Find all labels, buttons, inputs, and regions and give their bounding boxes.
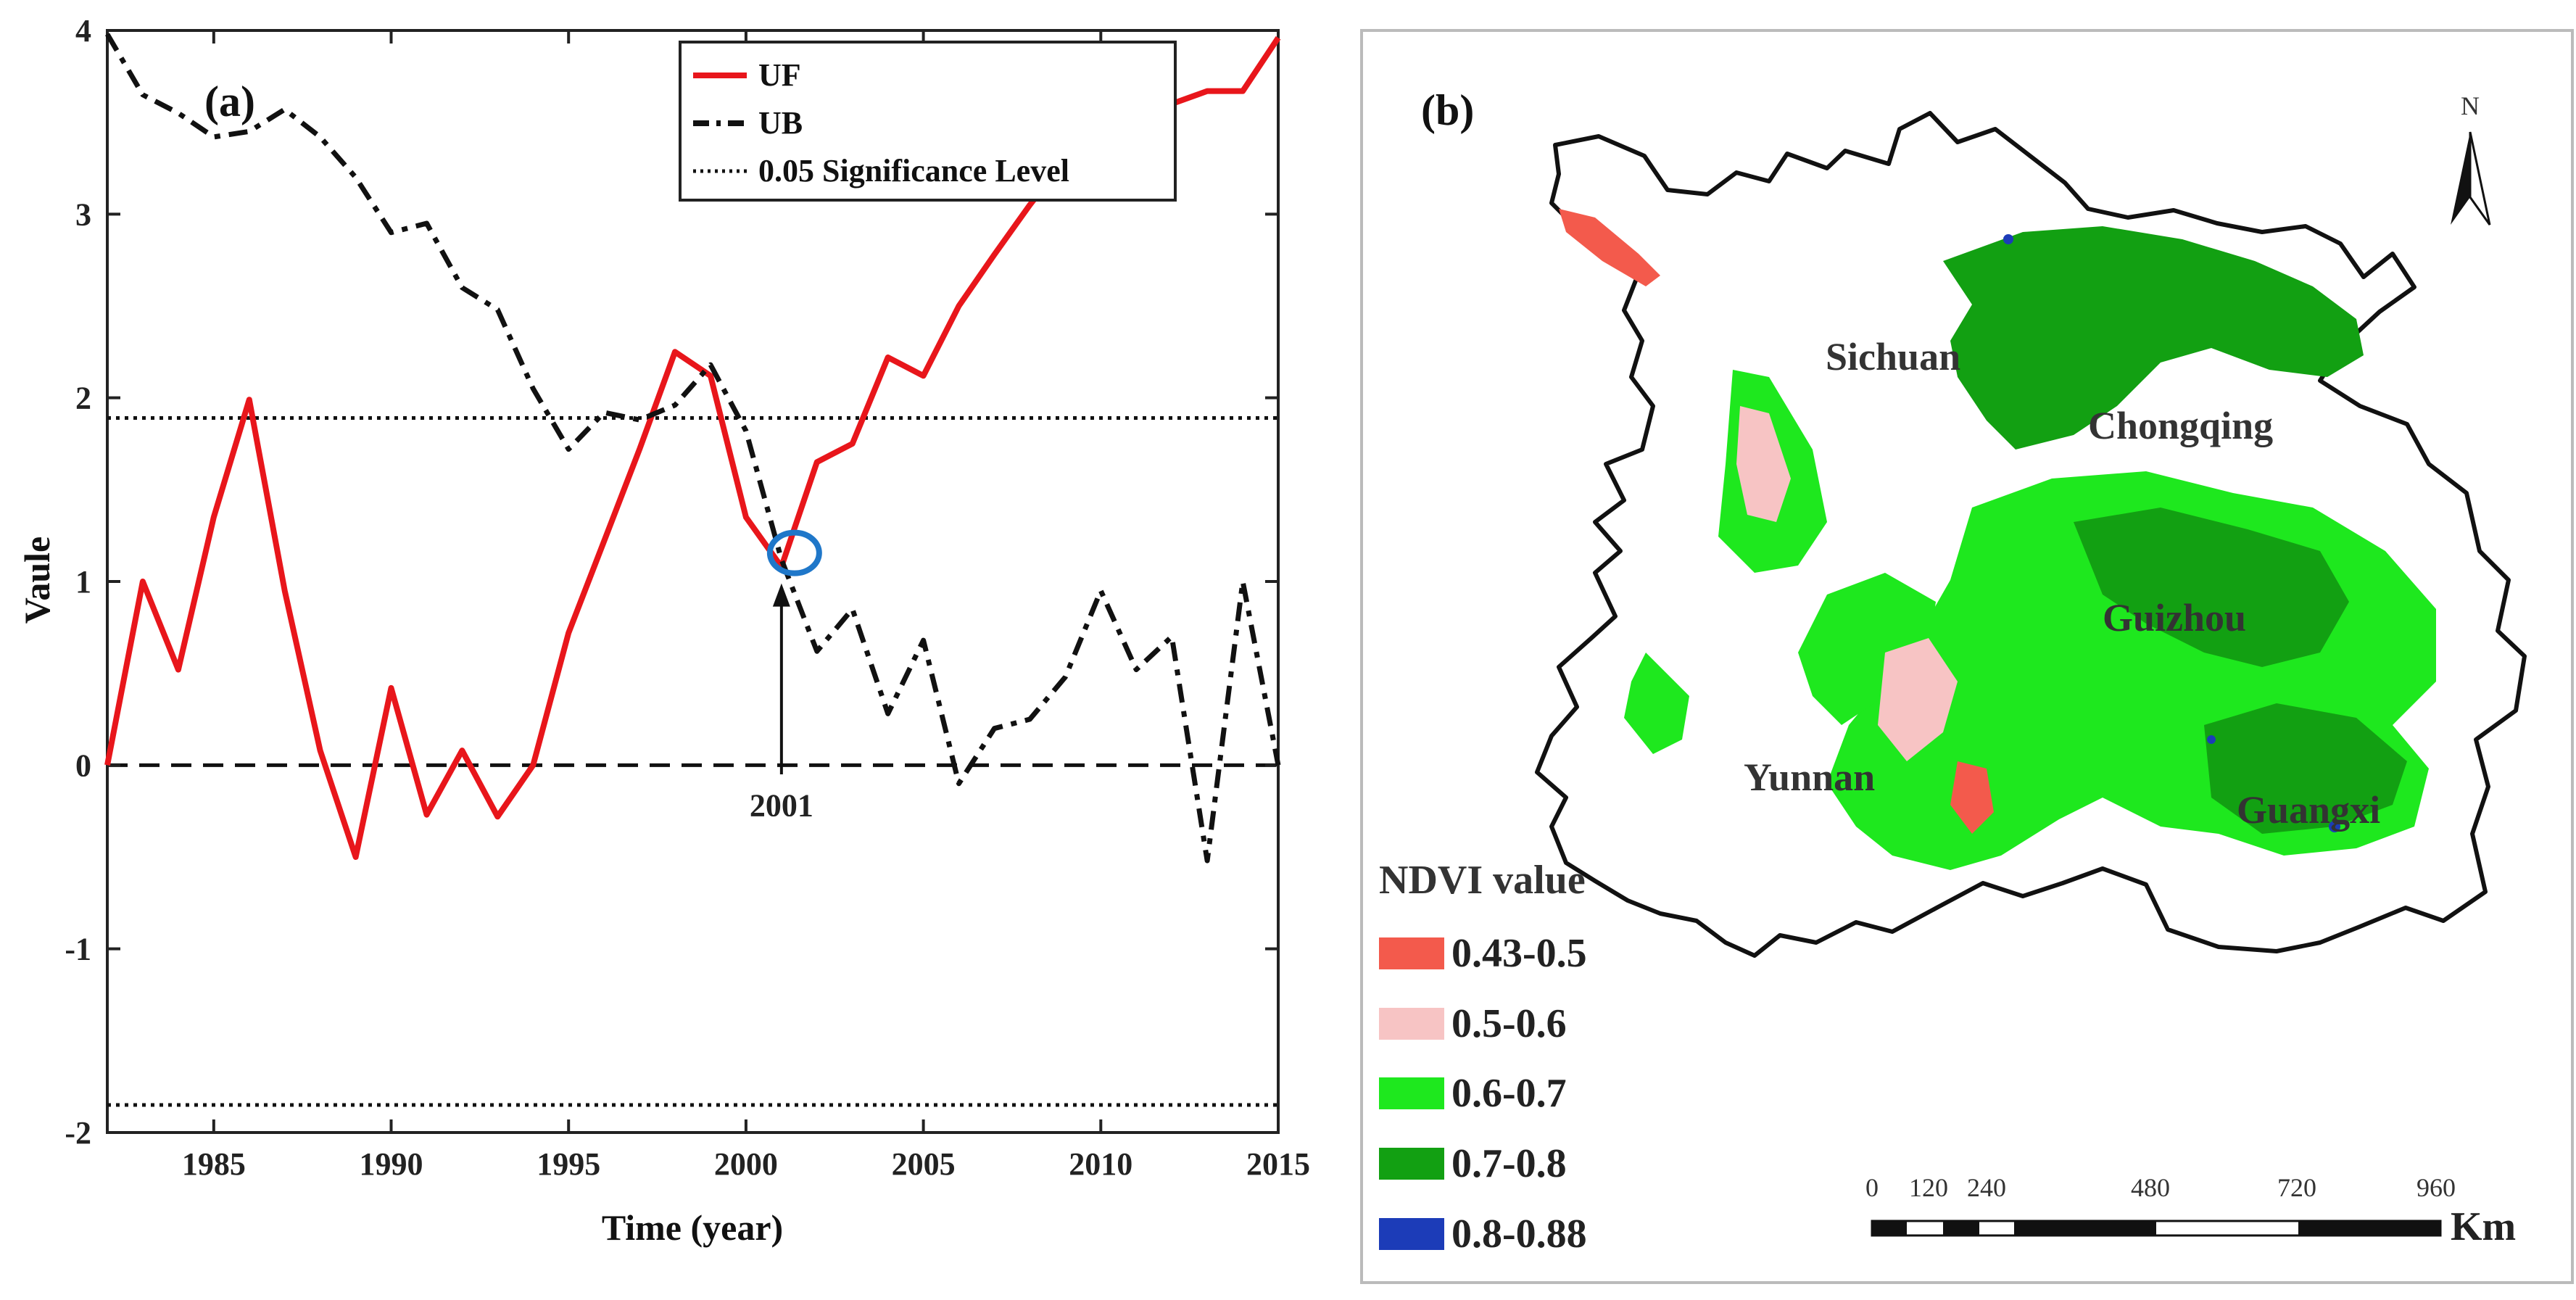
ndvi-class-label-3: 0.6-0.7 — [1451, 1071, 1567, 1116]
ndvi-patch-low-a — [1736, 406, 1791, 522]
annotation-2001: 2001 — [750, 529, 822, 823]
region-label-guangxi: Guangxi — [2237, 788, 2380, 832]
ndvi-vegetation — [1559, 209, 2436, 870]
series-line-ub — [104, 33, 1281, 864]
ndvi-class-label-5: 0.8-0.88 — [1451, 1212, 1587, 1256]
legend-label-uf: UF — [758, 57, 801, 93]
legend-box — [679, 41, 1177, 202]
scale-tick-720: 720 — [2277, 1173, 2316, 1202]
x-tick-label-1985: 1985 — [182, 1146, 246, 1182]
ndvi-patch-highest-c — [2207, 735, 2216, 744]
reference-lines — [107, 416, 1278, 1107]
intersection-marker — [766, 529, 822, 576]
ndvi-patch-low-b — [1878, 638, 1958, 761]
scale-segment-4 — [2298, 1221, 2440, 1235]
panel-a-line-chart: 1985 1990 1995 2000 2005 2010 2015 -2 -1 0 1 2 3 4 20… — [17, 13, 1310, 1248]
scale-segment-1 — [1872, 1221, 1907, 1235]
legend: UF UB 0.05 Significance Level — [679, 41, 1177, 202]
legend-label-ub: UB — [758, 105, 803, 141]
x-tick-label-2010: 2010 — [1069, 1146, 1132, 1182]
ndvi-patch-dense-b — [2204, 703, 2407, 834]
north-arrow-left — [2451, 132, 2470, 225]
ndvi-patch-highest-a — [2329, 821, 2340, 832]
north-label: N — [2461, 91, 2480, 120]
y-tick-label-4: 4 — [75, 13, 91, 49]
scale-tick-960: 960 — [2416, 1173, 2456, 1202]
ndvi-patch-lowest-a — [1559, 209, 1660, 286]
ndvi-swatch-1 — [1379, 937, 1444, 969]
y-tick-label-1: 1 — [75, 564, 91, 600]
x-tick-label-2005: 2005 — [892, 1146, 956, 1182]
ndvi-swatch-5 — [1379, 1218, 1444, 1250]
x-tick-label-2000: 2000 — [714, 1146, 778, 1182]
annotation-label: 2001 — [750, 787, 813, 823]
scale-tick-480: 480 — [2131, 1173, 2170, 1202]
ndvi-class-label-1: 0.43-0.5 — [1451, 931, 1587, 976]
y-tick-label--2: -2 — [65, 1115, 91, 1151]
scale-tick-120: 120 — [1909, 1173, 1948, 1202]
north-arrow-right — [2469, 131, 2491, 225]
panel-label-b: (b) — [1421, 86, 1474, 134]
ndvi-patch-dense-a — [2074, 508, 2349, 667]
scale-unit: Km — [2451, 1204, 2516, 1249]
scale-tick-240: 240 — [1967, 1173, 2006, 1202]
x-tick-label-2015: 2015 — [1246, 1146, 1310, 1182]
legend-label-significance: 0.05 Significance Level — [758, 153, 1069, 189]
ndvi-patch-lowest-b — [1950, 761, 1994, 834]
y-tick-label--1: -1 — [65, 932, 91, 967]
ndvi-swatch-2 — [1379, 1008, 1444, 1040]
x-tick-label-1995: 1995 — [537, 1146, 600, 1182]
ndvi-patch-highest-b — [2003, 234, 2013, 244]
y-axis-title: Vaule — [17, 537, 57, 624]
region-label-guizhou: Guizhou — [2103, 596, 2246, 639]
panel-label-a: (a) — [204, 78, 255, 125]
plot-frame — [106, 29, 1280, 1134]
ndvi-legend: NDVI value 0.43-0.5 0.5-0.6 0.6-0.7 0.7-… — [1379, 858, 1587, 1256]
ndvi-legend-title: NDVI value — [1379, 858, 1586, 903]
scale-segment-3 — [2014, 1221, 2156, 1235]
axis-ticks: 1985 1990 1995 2000 2005 2010 2015 -2 -1 0 1 2 3 4 — [65, 13, 1310, 1182]
ndvi-class-label-4: 0.7-0.8 — [1451, 1141, 1567, 1186]
region-label-sichuan: Sichuan — [1826, 335, 1960, 378]
scale-bar: 0 120 240 480 720 960 Km — [1865, 1173, 2516, 1249]
ndvi-class-label-2: 0.5-0.6 — [1451, 1001, 1567, 1046]
y-tick-label-2: 2 — [75, 381, 91, 416]
ndvi-swatch-3 — [1379, 1077, 1444, 1109]
scale-tick-0: 0 — [1865, 1173, 1879, 1202]
panel-b-ndvi-map: (b) Sichuan Chongqing Guizhou Yunnan Gua… — [1360, 29, 2574, 1284]
x-axis-title: Time (year) — [602, 1207, 783, 1248]
ndvi-patch-chongqing — [1943, 226, 2364, 450]
scale-segment-2 — [1943, 1221, 1979, 1235]
ndvi-patch-yunnan-east — [1798, 573, 1936, 725]
y-tick-label-0: 0 — [75, 748, 91, 783]
region-label-chongqing: Chongqing — [2088, 404, 2273, 447]
x-tick-label-1990: 1990 — [360, 1146, 423, 1182]
ndvi-swatch-4 — [1379, 1148, 1444, 1180]
region-label-yunnan: Yunnan — [1744, 755, 1875, 799]
annotation-arrowhead — [772, 583, 790, 607]
north-arrow: N — [2451, 91, 2491, 225]
y-tick-label-3: 3 — [75, 196, 91, 232]
ndvi-patch-west — [1624, 653, 1689, 754]
